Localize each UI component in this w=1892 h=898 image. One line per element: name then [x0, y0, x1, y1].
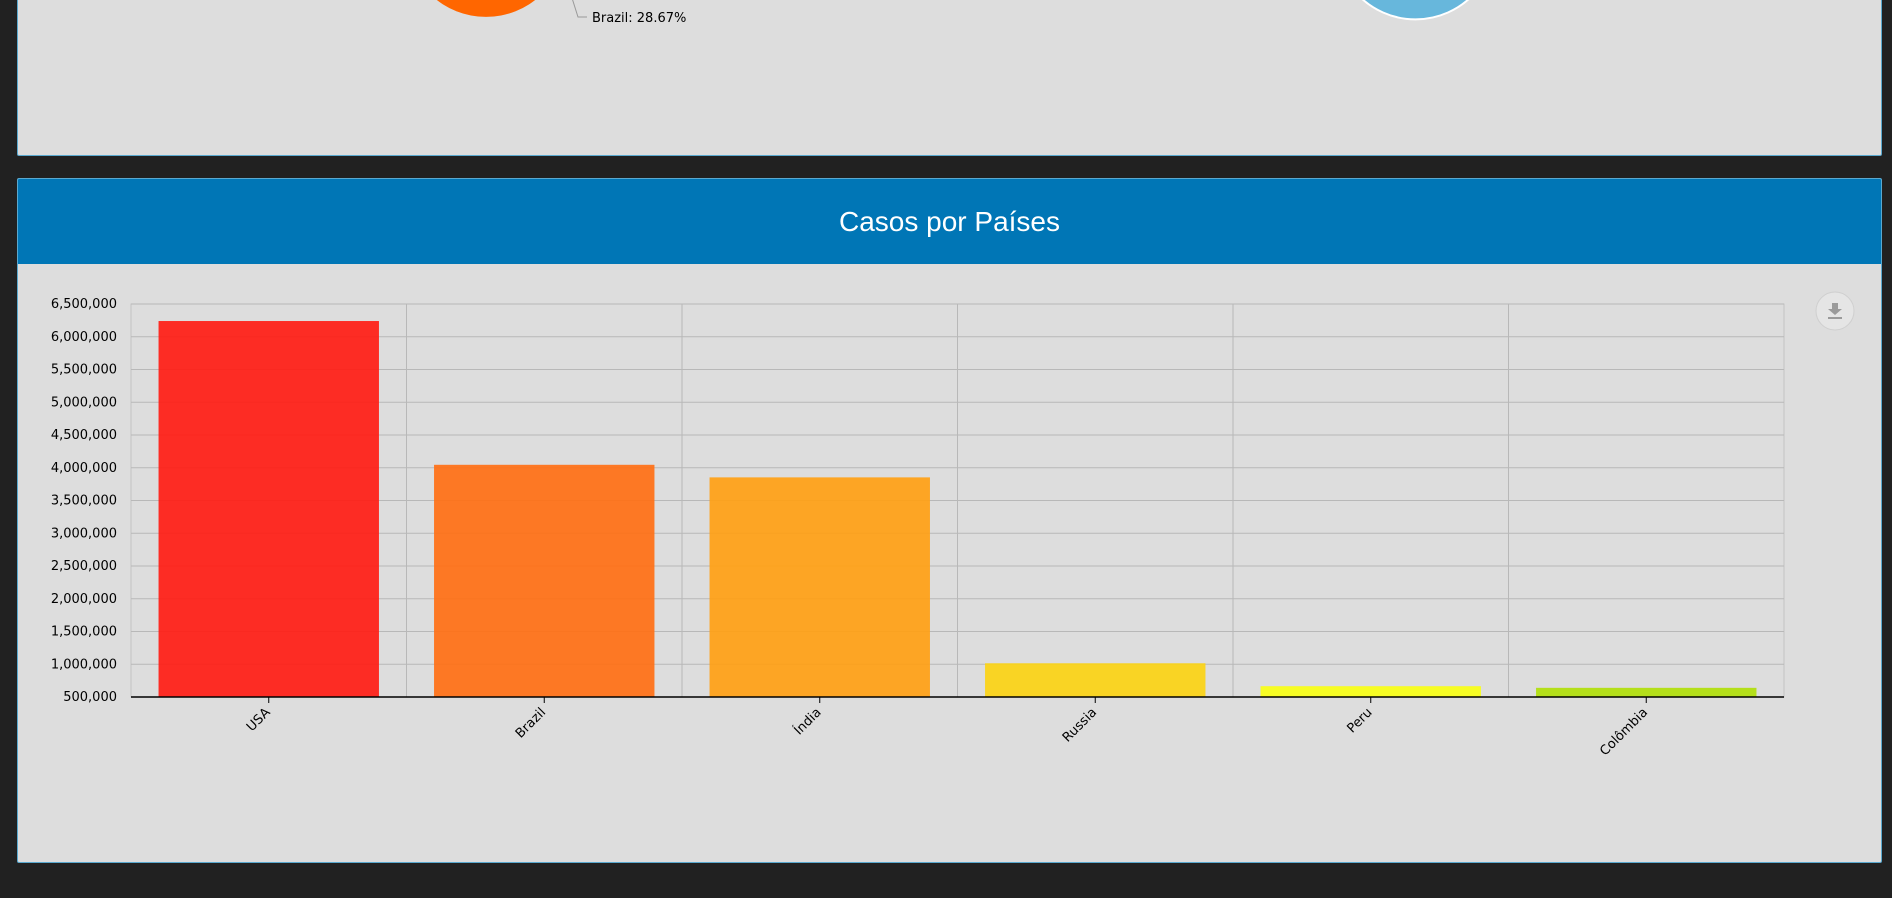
x-tick-label: Índia [791, 705, 825, 739]
bar-usa[interactable] [158, 321, 379, 697]
pie-slice-right[interactable] [1358, 0, 1473, 21]
y-tick-label: 1,500,000 [51, 625, 117, 640]
y-tick-label: 4,000,000 [51, 461, 117, 476]
y-tick-label: 4,500,000 [51, 428, 117, 443]
y-tick-label: 6,500,000 [51, 297, 117, 312]
top-panel: Brazil: 28.67% [17, 0, 1882, 156]
bar-peru[interactable] [1260, 686, 1481, 697]
bars [158, 321, 1757, 697]
x-tick-label: Colômbia [1597, 705, 1651, 759]
y-tick-label: 1,000,000 [51, 657, 117, 672]
grid [130, 303, 1785, 698]
axes: 500,000 1,000,000 1,500,000 2,000,000 2,500,… [51, 297, 1784, 759]
download-button[interactable] [1815, 291, 1855, 331]
x-tick-label: Russia [1060, 705, 1100, 745]
download-icon [1828, 303, 1842, 319]
y-tick-label: 2,500,000 [51, 559, 117, 574]
y-tick-label: 2,000,000 [51, 592, 117, 607]
y-tick-label: 5,500,000 [51, 363, 117, 378]
chart-title: Casos por Países [839, 205, 1060, 237]
bar-russia[interactable] [985, 663, 1206, 697]
bar-brazil[interactable] [434, 464, 655, 697]
x-tick-label: Brazil [513, 705, 549, 741]
pie-slice-brazil[interactable] [431, 0, 541, 17]
y-tick-label: 5,000,000 [51, 395, 117, 410]
top-panel-charts: Brazil: 28.67% [431, 0, 1473, 26]
bar-colombia[interactable] [1536, 687, 1757, 697]
x-tick-label: USA [244, 705, 274, 735]
y-tick-label: 500,000 [63, 690, 117, 705]
pie-label-connector [572, 0, 587, 18]
y-tick-label: 3,500,000 [51, 494, 117, 509]
panel-header: Casos por Países [18, 179, 1881, 264]
pie-label-brazil: Brazil: 28.67% [592, 11, 686, 26]
y-tick-label: 6,000,000 [51, 330, 117, 345]
y-tick-label: 3,000,000 [51, 526, 117, 541]
bar-chart: 500,000 1,000,000 1,500,000 2,000,000 2,500,… [51, 291, 1855, 759]
x-tick-label: Peru [1344, 705, 1375, 736]
bottom-panel: Casos por Países 500,000 1,000,000 1,500,0… [17, 178, 1882, 863]
bar-india[interactable] [709, 477, 930, 697]
